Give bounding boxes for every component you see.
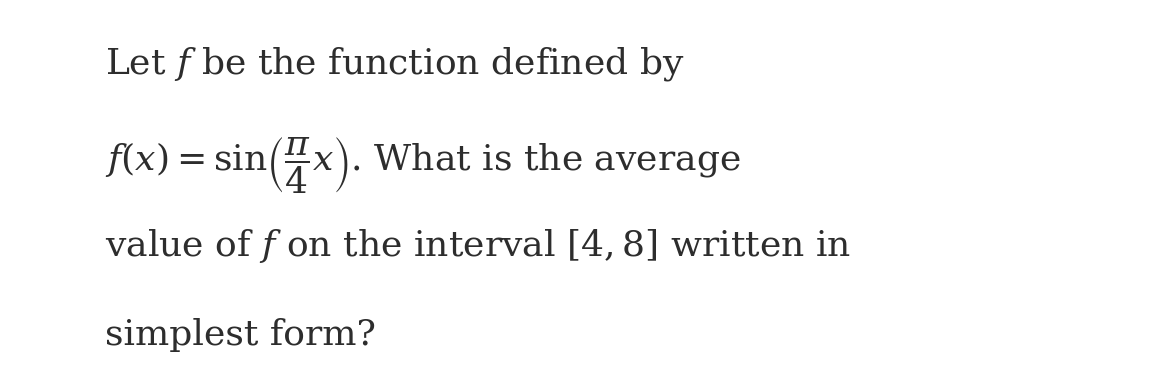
- Text: value of $f$ on the interval $[4, 8]$ written in: value of $f$ on the interval $[4, 8]$ wr…: [105, 227, 851, 265]
- Text: $f(x) = \sin\!\left(\dfrac{\pi}{4}x\right)$. What is the average: $f(x) = \sin\!\left(\dfrac{\pi}{4}x\righ…: [105, 136, 741, 196]
- Text: simplest form?: simplest form?: [105, 318, 376, 352]
- Text: Let $f$ be the function defined by: Let $f$ be the function defined by: [105, 45, 685, 84]
